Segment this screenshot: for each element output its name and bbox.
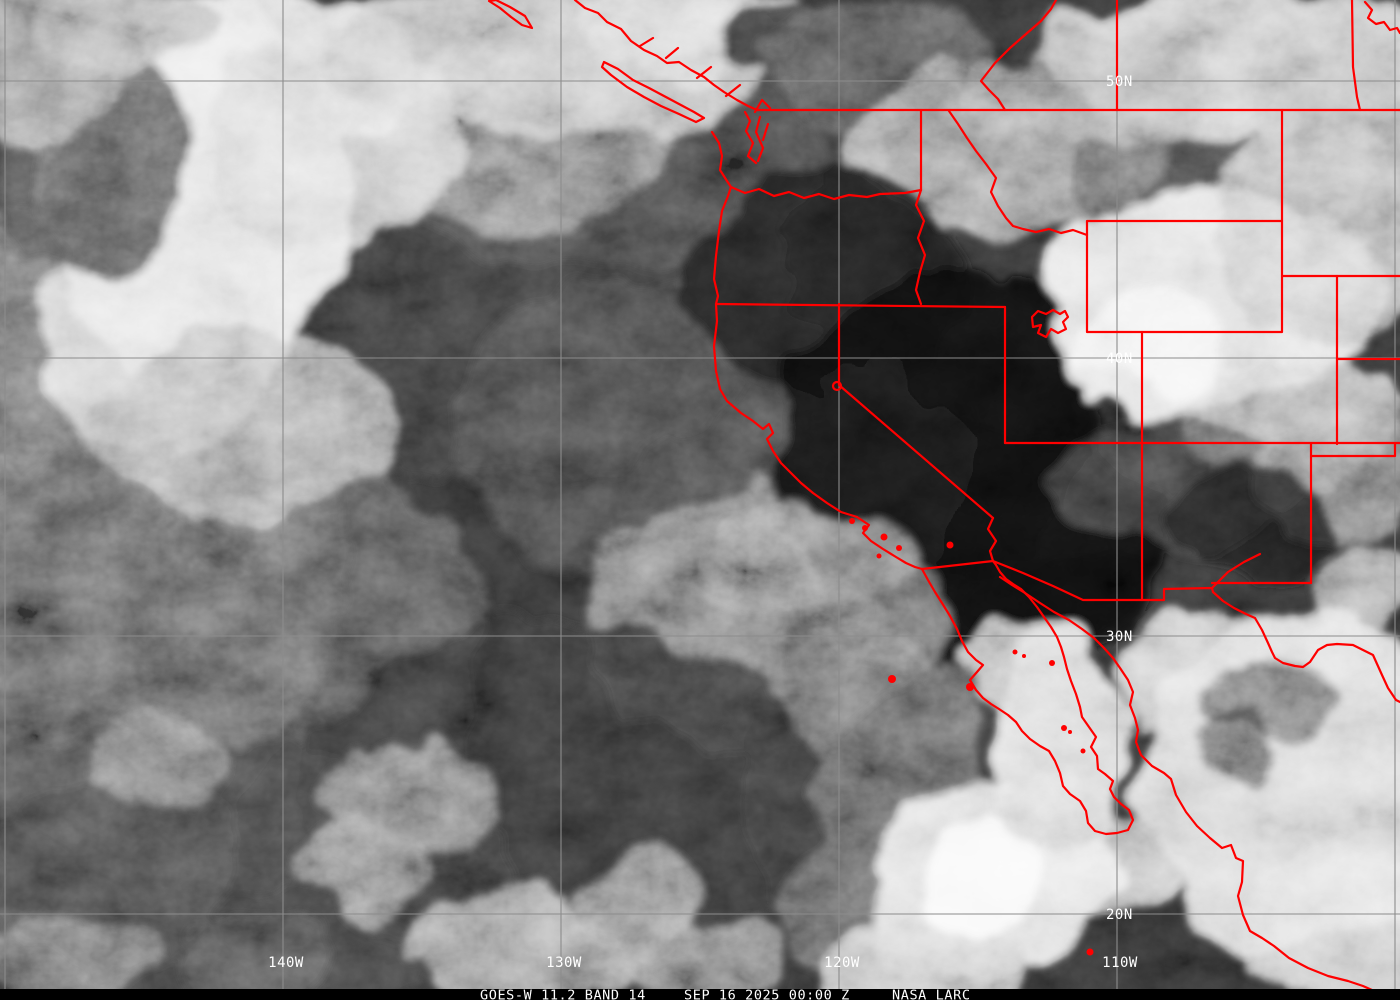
channel-island [876,553,882,559]
san-clemente-island [946,541,954,549]
canada-lakes-squiggle [1363,0,1400,35]
great-salt-lake [1030,308,1070,339]
border-or-id-snake-river [914,188,927,306]
border-ca-nv [837,302,995,520]
gulf-island [1012,649,1018,655]
lon-label-120w: 120W [824,955,860,971]
socorro-island [1086,948,1094,956]
baja-california-peninsula [920,559,1135,836]
lat-label-20n: 20N [1106,907,1133,923]
cedros-island [966,683,974,691]
channel-island [896,545,902,551]
caption-bar-background [0,989,1400,1000]
lon-label-110w: 110W [1102,955,1138,971]
caption-datetime: SEP 16 2025 00:00 Z [684,988,850,1000]
rio-grande-upper [1210,552,1262,590]
border-ca-az-colorado-river [986,516,998,563]
gulf-island [1068,730,1072,734]
caption-product: GOES-W 11.2 BAND 14 [480,988,646,1000]
border-bc-ab-rockies [979,0,1058,112]
lat-label-50n: 50N [1106,74,1133,90]
lat-label-40n: 40N [1106,351,1133,367]
island-markers [849,518,1094,956]
grid-labels: 50N 40N 30N 20N 140W 130W 120W 110W [268,74,1138,971]
border-sk-east [1350,0,1362,112]
wyoming-border-box [1085,219,1284,334]
gulf-island [1049,660,1055,666]
coastline-mexico-mainland [998,575,1374,992]
map-border-overlay [487,0,1400,992]
vancouver-island [600,60,706,124]
lon-label-140w: 140W [268,955,304,971]
caption-credit: NASA LARC [892,988,971,1000]
gulf-island [1080,748,1086,754]
rio-grande-tx-mexico [1211,590,1400,704]
caption-bar: GOES-W 11.2 BAND 14 SEP 16 2025 00:00 Z … [0,988,1400,1000]
channel-island [880,533,888,541]
lat-label-30n: 30N [1106,629,1133,645]
haida-gwaii-island [487,0,534,30]
lon-label-130w: 130W [546,955,582,971]
lake-tahoe [831,380,843,392]
border-us-mexico [920,559,1215,602]
border-wa-or-columbia-river [729,185,923,201]
gulf-island [1061,725,1067,731]
puget-sound-inlets [743,110,770,165]
guadalupe-island [888,675,896,683]
border-42n-or-ca [714,302,1007,309]
gulf-island [1022,654,1026,658]
channel-island [849,518,855,524]
border-ok-panhandle [1310,442,1397,458]
border-id-mt [947,109,1089,237]
coastline-bc-fjords [638,36,772,114]
channel-island [862,525,868,531]
